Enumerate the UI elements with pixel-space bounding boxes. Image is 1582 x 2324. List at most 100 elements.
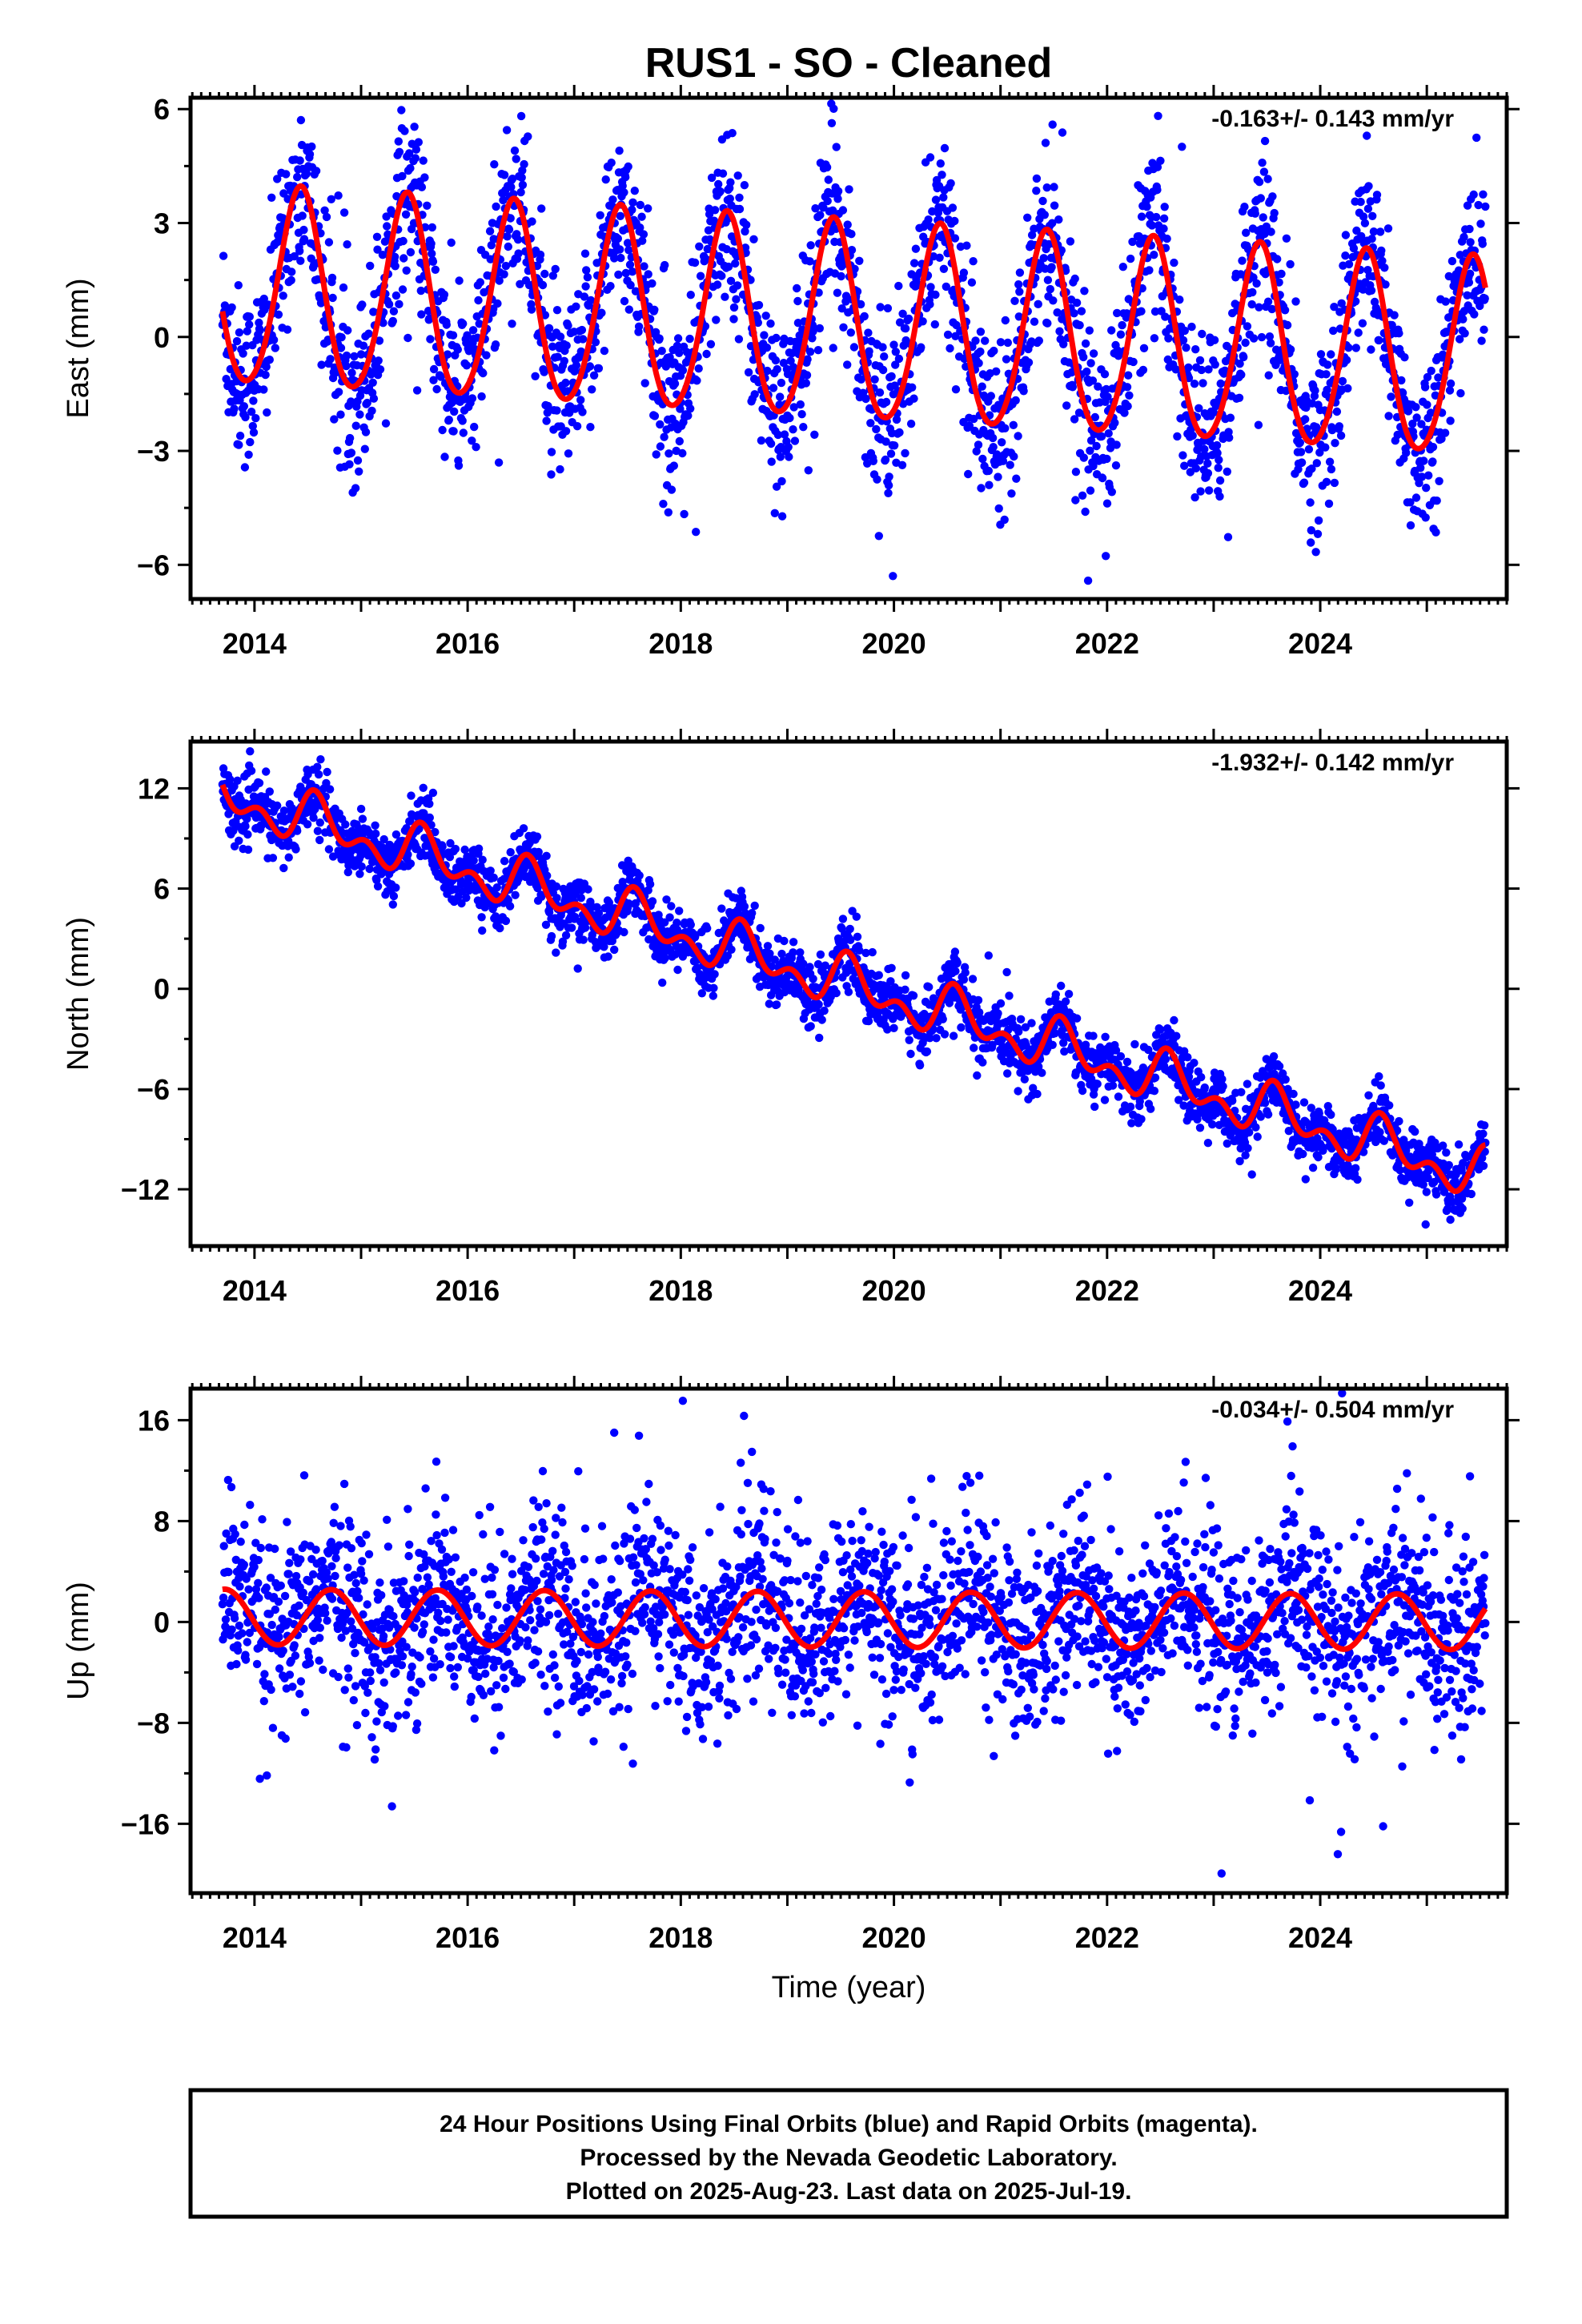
east-data-point (803, 355, 812, 364)
north-data-point (951, 967, 960, 975)
north-data-point (419, 783, 428, 792)
east-data-point (1118, 263, 1128, 271)
east-data-point (1322, 477, 1331, 486)
east-data-point (675, 348, 684, 357)
east-data-point (1456, 335, 1464, 344)
east-data-point (361, 428, 371, 436)
east-data-point (878, 343, 887, 352)
north-data-point (821, 961, 830, 970)
east-data-point (1378, 256, 1387, 265)
east-data-point (317, 360, 326, 369)
east-data-point (880, 352, 889, 361)
north-data-point (675, 907, 684, 915)
east-data-point (404, 333, 412, 343)
east-data-point (1070, 415, 1079, 424)
north-data-point (604, 952, 612, 961)
north-data-point (371, 821, 379, 830)
east-data-point (1128, 237, 1137, 247)
east-data-point (447, 238, 456, 247)
east-data-point (1367, 286, 1376, 295)
east-y-tick-label: 0 (154, 321, 170, 354)
east-data-point (1311, 386, 1319, 395)
east-data-point (1150, 307, 1160, 316)
east-data-point (843, 360, 852, 369)
east-data-point (510, 146, 520, 155)
east-data-point (971, 336, 980, 345)
east-data-point (1180, 326, 1190, 336)
east-data-point (1335, 324, 1345, 333)
east-data-point (1398, 388, 1407, 397)
north-data-point (727, 945, 736, 955)
north-data-point (973, 1071, 982, 1080)
east-data-point (1259, 213, 1267, 222)
east-data-point (581, 282, 590, 291)
north-data-point (645, 879, 655, 889)
east-data-point (876, 303, 885, 312)
east-data-point (580, 292, 589, 301)
east-data-point (1147, 221, 1157, 230)
east-data-point (493, 299, 502, 308)
east-data-point (1268, 192, 1277, 201)
east-data-point (227, 303, 236, 312)
east-data-point (667, 485, 677, 494)
east-data-point (894, 281, 903, 291)
east-data-point (293, 172, 302, 182)
east-data-point (1163, 355, 1173, 364)
east-data-point (1381, 280, 1390, 289)
east-data-point (429, 364, 439, 374)
east-data-point (249, 396, 258, 405)
north-data-point (765, 999, 773, 1008)
east-data-point (847, 246, 857, 255)
north-data-point (1051, 990, 1061, 999)
east-data-point (1102, 552, 1110, 561)
east-x-tick-label: 2020 (862, 627, 926, 660)
east-data-point (1032, 187, 1041, 195)
east-data-point (1242, 228, 1251, 237)
east-data-point (673, 334, 683, 343)
east-data-point (998, 438, 1006, 447)
east-data-point (1066, 237, 1075, 246)
east-data-point (628, 267, 637, 276)
east-data-point (414, 138, 423, 147)
east-data-point (1304, 444, 1314, 454)
north-data-point (844, 987, 853, 996)
east-data-point (760, 331, 769, 340)
east-data-point (406, 247, 416, 257)
east-data-point (1114, 352, 1123, 360)
north-data-point (1116, 1051, 1126, 1061)
east-data-point (901, 448, 909, 458)
east-data-point (1014, 280, 1023, 289)
north-data-point (1016, 1015, 1026, 1024)
east-x-tick-label: 2022 (1075, 627, 1139, 660)
east-data-point (930, 320, 940, 329)
east-data-point (395, 147, 404, 156)
north-data-point (573, 964, 582, 973)
east-data-point (1150, 251, 1158, 259)
east-data-point (881, 455, 890, 464)
east-data-point (685, 334, 694, 344)
east-data-point (459, 320, 468, 328)
east-data-point (296, 256, 305, 265)
east-data-point (351, 484, 360, 493)
east-data-point (1034, 336, 1044, 345)
east-data-point (235, 432, 245, 440)
east-data-point (500, 171, 509, 179)
east-data-point (1275, 278, 1283, 287)
east-data-point (1195, 404, 1203, 412)
north-data-point (501, 916, 511, 926)
east-data-point (487, 241, 496, 250)
east-data-point (1301, 415, 1310, 424)
east-data-point (235, 328, 244, 337)
east-data-point (1200, 444, 1209, 454)
north-data-point (313, 762, 322, 771)
east-y-tick-label: 3 (154, 207, 170, 240)
east-data-point (1011, 396, 1020, 405)
east-data-point (994, 472, 1002, 481)
east-data-point (1191, 493, 1199, 502)
east-data-point (410, 123, 419, 131)
north-data-point (868, 947, 877, 957)
east-data-point (1043, 319, 1052, 328)
east-data-point (772, 482, 781, 491)
north-data-point (661, 954, 669, 963)
east-data-point (1325, 457, 1335, 466)
